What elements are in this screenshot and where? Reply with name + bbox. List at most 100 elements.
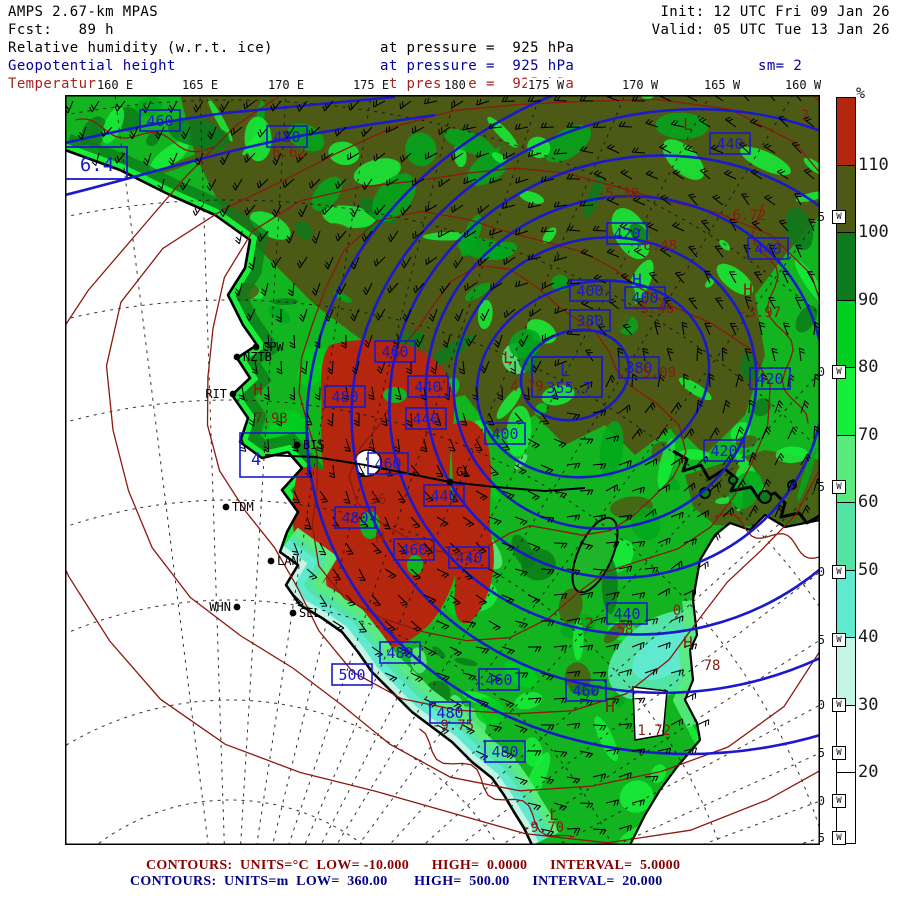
height-contour-label: 440 xyxy=(613,605,640,623)
height-contour-label: 400 xyxy=(491,425,518,443)
colorbar-tick: 100 xyxy=(858,222,889,243)
colorbar-segment xyxy=(837,570,855,639)
height-contour-label: 440 xyxy=(412,410,439,428)
height-contour-label: 420 xyxy=(710,442,737,460)
temperature-extremum-marker: H xyxy=(253,380,263,399)
height-contour-label-box xyxy=(374,340,416,363)
height-contour-label: 420 xyxy=(613,225,640,243)
lon-label-top: 180 xyxy=(443,78,467,92)
height-contour-label-box xyxy=(749,367,791,390)
temperature-extremum-marker: H xyxy=(743,280,753,299)
height-contour-label-box xyxy=(709,132,751,155)
colorbar-segment xyxy=(837,98,855,166)
station-label: RIT xyxy=(205,387,227,401)
temperature-extremum-value: -2 xyxy=(577,616,594,632)
height-contour-label-box xyxy=(484,740,526,763)
height-contour-label: 460 xyxy=(146,112,173,130)
lon-label-right-hemisphere: W xyxy=(832,210,846,224)
lon-label-right-hemisphere: W xyxy=(832,633,846,647)
station-label: TDM xyxy=(232,500,254,514)
lon-label-top: 170 W xyxy=(620,78,660,92)
temperature-extremum-value: 7.93 xyxy=(254,411,288,427)
height-contour-label-box xyxy=(448,546,490,569)
valid-time: Valid: 05 UTC Tue 13 Jan 26 xyxy=(651,22,890,38)
field3-label: Temperature xyxy=(8,76,106,92)
height-contour-label: 400 xyxy=(631,289,658,307)
temperature-extremum-value: -9.75 xyxy=(432,718,474,734)
lon-label-top: 170 E xyxy=(266,78,306,92)
height-contour-label-box xyxy=(484,422,526,445)
temperature-extremum-value: 0 xyxy=(673,603,681,619)
temperature-extremum-value: 36 xyxy=(370,492,387,508)
temperature-extremum-marker: L xyxy=(549,805,559,824)
field2-level: at pressure = 925 hPa xyxy=(380,58,575,74)
colorbar-segment xyxy=(837,773,855,841)
height-contour-label: 440 xyxy=(414,378,441,396)
temperature-extremum-value: 78 xyxy=(704,658,721,674)
lon-label-right-hemisphere: W xyxy=(832,746,846,760)
height-contour-label-box xyxy=(331,663,373,686)
height-contour-label-box xyxy=(139,109,181,132)
colorbar-segment xyxy=(837,233,855,301)
height-contour-label-box xyxy=(405,407,447,430)
temperature-extremum-marker: H xyxy=(683,633,693,652)
temperature-extremum-value: -6.72 xyxy=(724,208,766,224)
temperature-extremum-value: -3.97 xyxy=(739,305,781,321)
station-dot xyxy=(222,503,230,511)
height-contour-legend: CONTOURS: UNITS=m LOW= 360.00 HIGH= 500.… xyxy=(130,874,663,889)
height-contour-label-box xyxy=(393,538,435,561)
lon-label-top: 175 E xyxy=(351,78,391,92)
height-contour-label: 380 xyxy=(576,312,603,330)
forecast-hour: Fcst: 89 h xyxy=(8,22,114,38)
lon-label-right-hemisphere: W xyxy=(832,565,846,579)
station-dot xyxy=(233,603,241,611)
temperature-extremum-marker: L xyxy=(683,115,693,134)
height-contour-label: 460 xyxy=(400,541,427,559)
height-contour-label-box xyxy=(407,375,449,398)
lon-label-top: 165 W xyxy=(702,78,742,92)
lon-label-right-hemisphere: W xyxy=(832,831,846,845)
height-contour-label-box xyxy=(569,309,611,332)
lon-label-right-hemisphere: W xyxy=(832,365,846,379)
station-label: LAN xyxy=(277,554,299,568)
temperature-extremum-marker: L xyxy=(503,348,513,367)
colorbar-unit: % xyxy=(856,84,866,102)
height-contour-label-box xyxy=(367,452,409,475)
partial-height-label: 4 xyxy=(251,450,261,470)
temperature-extremum-value: -5.46 xyxy=(632,301,674,317)
station-label: CPW xyxy=(262,340,284,354)
colorbar-segment xyxy=(837,638,855,706)
height-contour-label: 460 xyxy=(381,343,408,361)
lon-label-top: 160 W xyxy=(783,78,823,92)
temperature-extremum-value: 4.79 xyxy=(510,379,544,395)
temperature-extremum-value: -9.70 xyxy=(522,820,564,836)
station-label: WHN xyxy=(209,600,231,614)
colorbar-tick: 80 xyxy=(858,357,879,378)
temperature-extremum-value: -5.09 xyxy=(634,365,676,381)
temperature-extremum-value: 2 xyxy=(801,108,809,124)
model-title: AMPS 2.67-km MPAS xyxy=(8,4,159,20)
height-contour-label-box xyxy=(379,641,421,664)
field1-label: Relative humidity (w.r.t. ice) xyxy=(8,40,273,56)
height-contour-label-box xyxy=(429,701,471,724)
height-contour-label-box xyxy=(618,356,660,379)
init-time: Init: 12 UTC Fri 09 Jan 26 xyxy=(660,4,890,20)
height-contour-label-box xyxy=(423,484,465,507)
colorbar-tick: 30 xyxy=(858,694,879,715)
height-contour-label-box xyxy=(606,222,648,245)
height-contour-label: 440 xyxy=(754,240,781,258)
colorbar-segment xyxy=(837,300,855,369)
height-contour-label: 440 xyxy=(430,487,457,505)
station-dot xyxy=(289,609,297,617)
station-label: GL xyxy=(456,465,470,479)
height-contour-label: 480 xyxy=(491,743,518,761)
lon-label-top: 175 W xyxy=(526,78,566,92)
station-dot xyxy=(293,441,301,449)
station-dot xyxy=(229,390,237,398)
colorbar-tick: 60 xyxy=(858,492,879,513)
temperature-extremum-value: 6.62 xyxy=(272,145,306,161)
height-contour-label: 460 xyxy=(572,682,599,700)
height-contour-label: 480 xyxy=(273,128,300,146)
station-dot xyxy=(267,557,275,565)
